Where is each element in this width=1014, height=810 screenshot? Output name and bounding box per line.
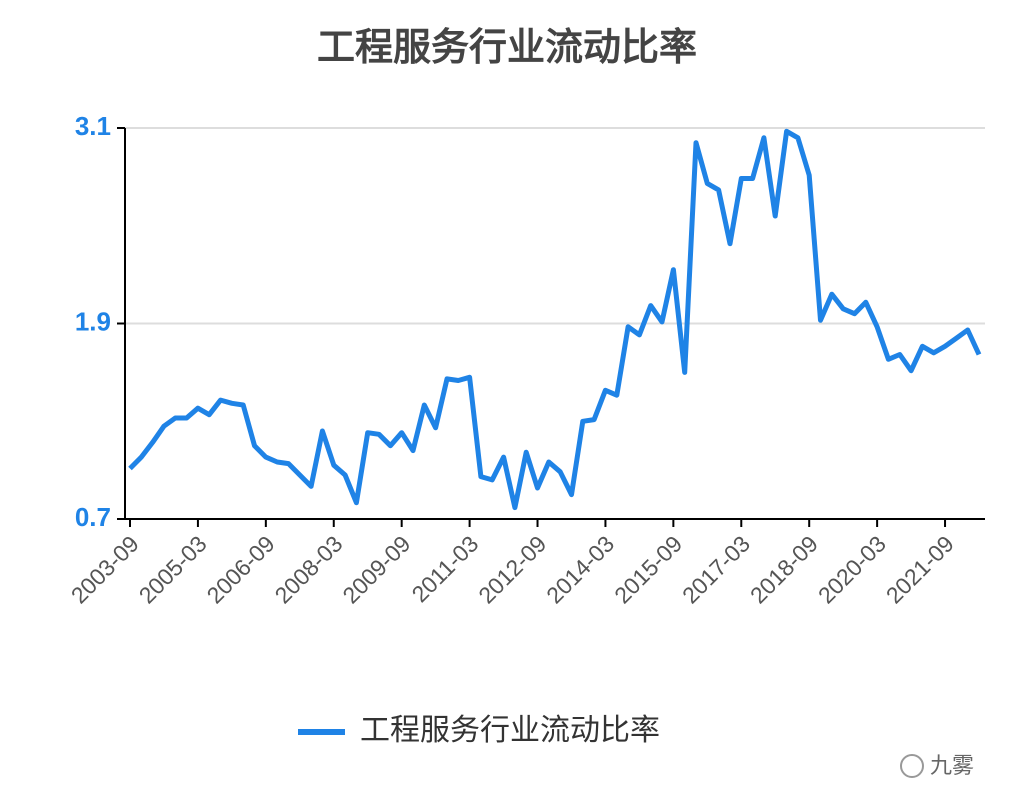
watermark-icon	[900, 754, 924, 778]
watermark: 九雾	[930, 753, 974, 778]
x-tick-label: 2021-09	[881, 530, 959, 608]
x-tick-label: 2003-09	[66, 530, 144, 608]
y-tick-label: 3.1	[75, 111, 111, 141]
y-tick-label: 1.9	[75, 306, 111, 336]
x-tick-label: 2005-03	[134, 530, 212, 608]
x-tick-label: 2009-09	[337, 530, 415, 608]
x-tick-label: 2006-09	[202, 530, 280, 608]
x-tick-label: 2014-03	[541, 530, 619, 608]
x-tick-label: 2011-03	[407, 530, 484, 607]
legend-label: 工程服务行业流动比率	[360, 714, 660, 747]
chart-title: 工程服务行业流动比率	[317, 27, 697, 69]
x-tick-label: 2018-09	[745, 530, 823, 608]
y-tick-label: 0.7	[75, 502, 111, 532]
line	[128, 128, 982, 511]
x-tick-label: 2020-03	[813, 530, 891, 608]
x-tick-label: 2017-03	[677, 530, 755, 608]
x-tick-label: 2012-09	[473, 530, 551, 608]
x-tick-label: 2015-09	[609, 530, 687, 608]
x-tick-label: 2008-03	[270, 530, 348, 608]
